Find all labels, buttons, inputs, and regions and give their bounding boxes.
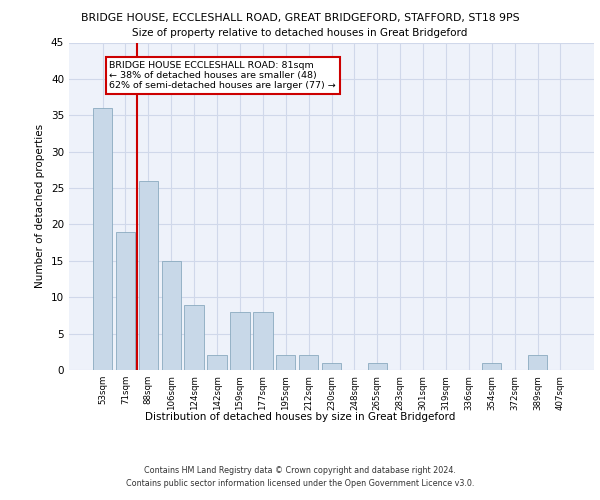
Text: BRIDGE HOUSE, ECCLESHALL ROAD, GREAT BRIDGEFORD, STAFFORD, ST18 9PS: BRIDGE HOUSE, ECCLESHALL ROAD, GREAT BRI… <box>80 12 520 22</box>
Bar <box>184 304 204 370</box>
Bar <box>116 232 135 370</box>
Text: Size of property relative to detached houses in Great Bridgeford: Size of property relative to detached ho… <box>133 28 467 38</box>
Bar <box>208 356 227 370</box>
Text: Distribution of detached houses by size in Great Bridgeford: Distribution of detached houses by size … <box>145 412 455 422</box>
Bar <box>482 362 502 370</box>
Bar <box>528 356 547 370</box>
Bar <box>299 356 319 370</box>
Text: Contains HM Land Registry data © Crown copyright and database right 2024.
Contai: Contains HM Land Registry data © Crown c… <box>126 466 474 487</box>
Bar <box>139 181 158 370</box>
Bar <box>93 108 112 370</box>
Text: BRIDGE HOUSE ECCLESHALL ROAD: 81sqm
← 38% of detached houses are smaller (48)
62: BRIDGE HOUSE ECCLESHALL ROAD: 81sqm ← 38… <box>109 60 336 90</box>
Bar <box>276 356 295 370</box>
Bar <box>230 312 250 370</box>
Bar <box>322 362 341 370</box>
Y-axis label: Number of detached properties: Number of detached properties <box>35 124 46 288</box>
Bar <box>253 312 272 370</box>
Bar <box>368 362 387 370</box>
Bar <box>161 261 181 370</box>
